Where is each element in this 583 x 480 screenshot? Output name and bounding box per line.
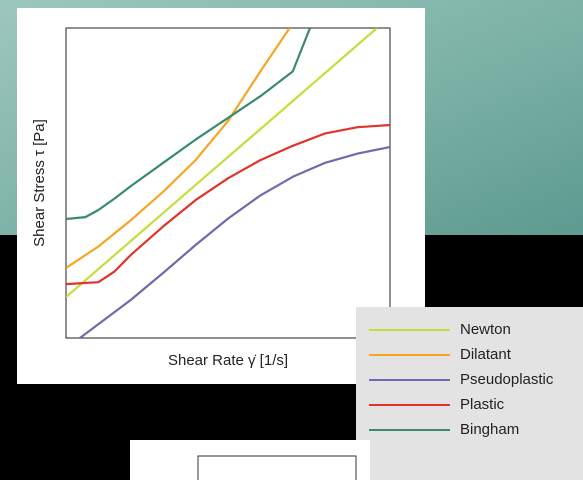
y-axis-label: Shear Stress τ [Pa] <box>31 119 48 247</box>
series-line <box>66 28 291 269</box>
lower-frame <box>197 455 357 480</box>
legend-label: Plastic <box>460 396 505 413</box>
legend-label: Dilatant <box>460 346 512 363</box>
x-axis-label: Shear Rate γ̇ [1/s] <box>168 352 288 369</box>
series-line <box>66 28 378 298</box>
series-line <box>79 145 390 338</box>
series-line <box>66 123 390 286</box>
plot-frame <box>65 27 391 339</box>
legend-label: Pseudoplastic <box>460 371 554 388</box>
legend-entries: Newton Dilatant Pseudoplastic Plastic Bingha… <box>369 321 554 438</box>
legend-label: Bingham <box>460 421 519 438</box>
legend-label: Newton <box>460 321 511 338</box>
lower-card <box>130 440 370 480</box>
series-line <box>66 28 312 221</box>
plot-lines <box>66 28 390 338</box>
legend <box>356 307 583 480</box>
